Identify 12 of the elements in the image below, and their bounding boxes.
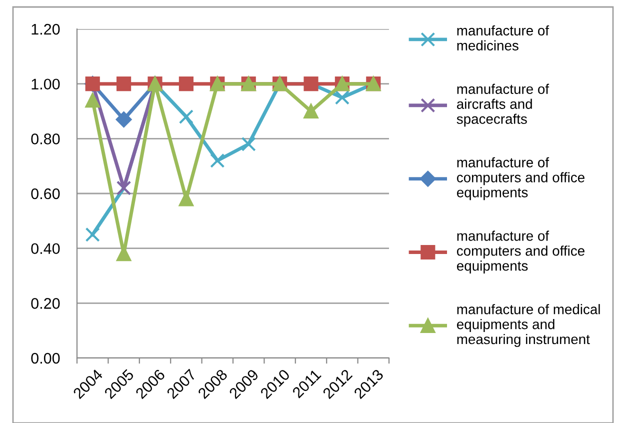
legend-label: manufacture of aircrafts and spacecrafts xyxy=(456,84,550,127)
legend-label: manufacture of medical equipments and measuring instrument xyxy=(456,304,600,347)
y-tick-label: 0.80 xyxy=(31,134,60,144)
legend-label: manufacture of computers and office equipments xyxy=(456,157,584,200)
y-tick-label: 1.00 xyxy=(32,78,60,90)
y-tick-label: 0.20 xyxy=(31,298,60,309)
legend-label: manufacture of medicines xyxy=(457,25,550,50)
y-tick-label: 0.60 xyxy=(31,188,60,200)
legend-label: manufacture of computers and office equipments xyxy=(456,230,584,274)
y-tick-label: 0.40 xyxy=(31,243,60,254)
y-tick-label: 1.20 xyxy=(32,24,60,35)
y-tick-label: 0.00 xyxy=(31,352,60,364)
